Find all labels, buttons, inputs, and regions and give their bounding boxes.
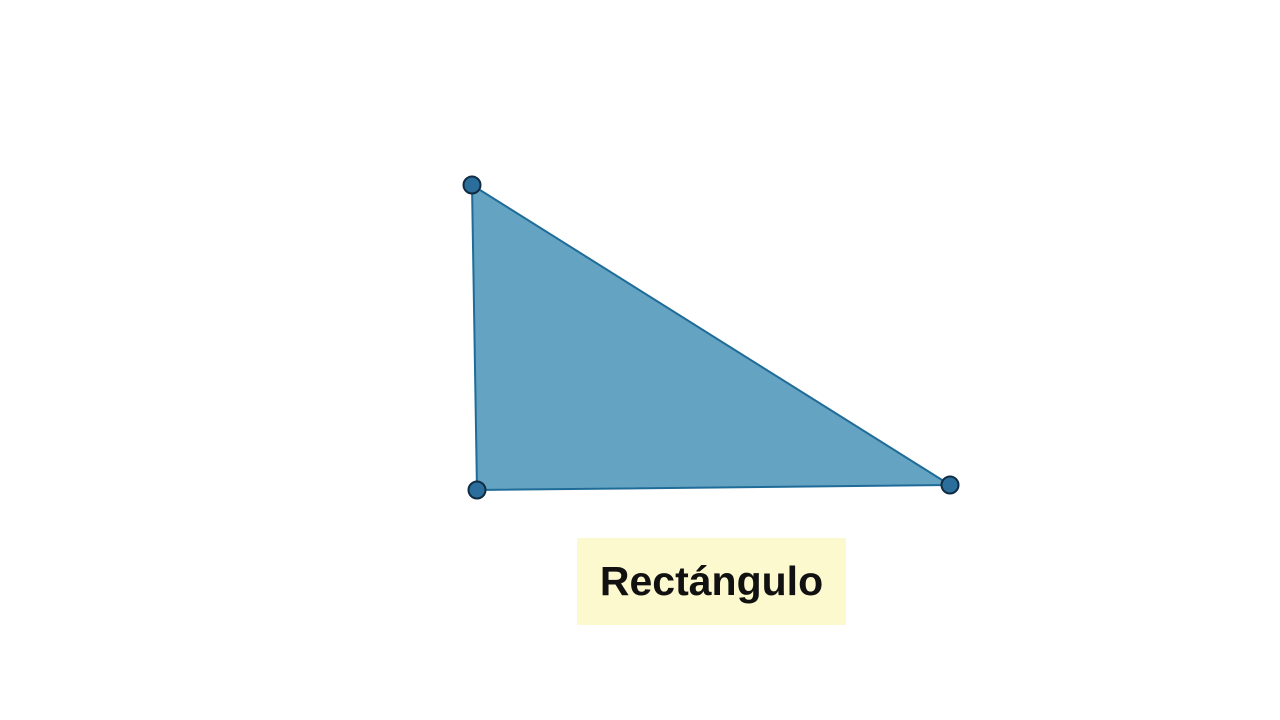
vertex-top[interactable] (462, 175, 482, 195)
right-triangle[interactable] (471, 184, 951, 491)
shape-label: Rectángulo (577, 538, 846, 625)
vertex-bottom-left[interactable] (467, 480, 487, 500)
vertex-bottom-right[interactable] (940, 475, 960, 495)
